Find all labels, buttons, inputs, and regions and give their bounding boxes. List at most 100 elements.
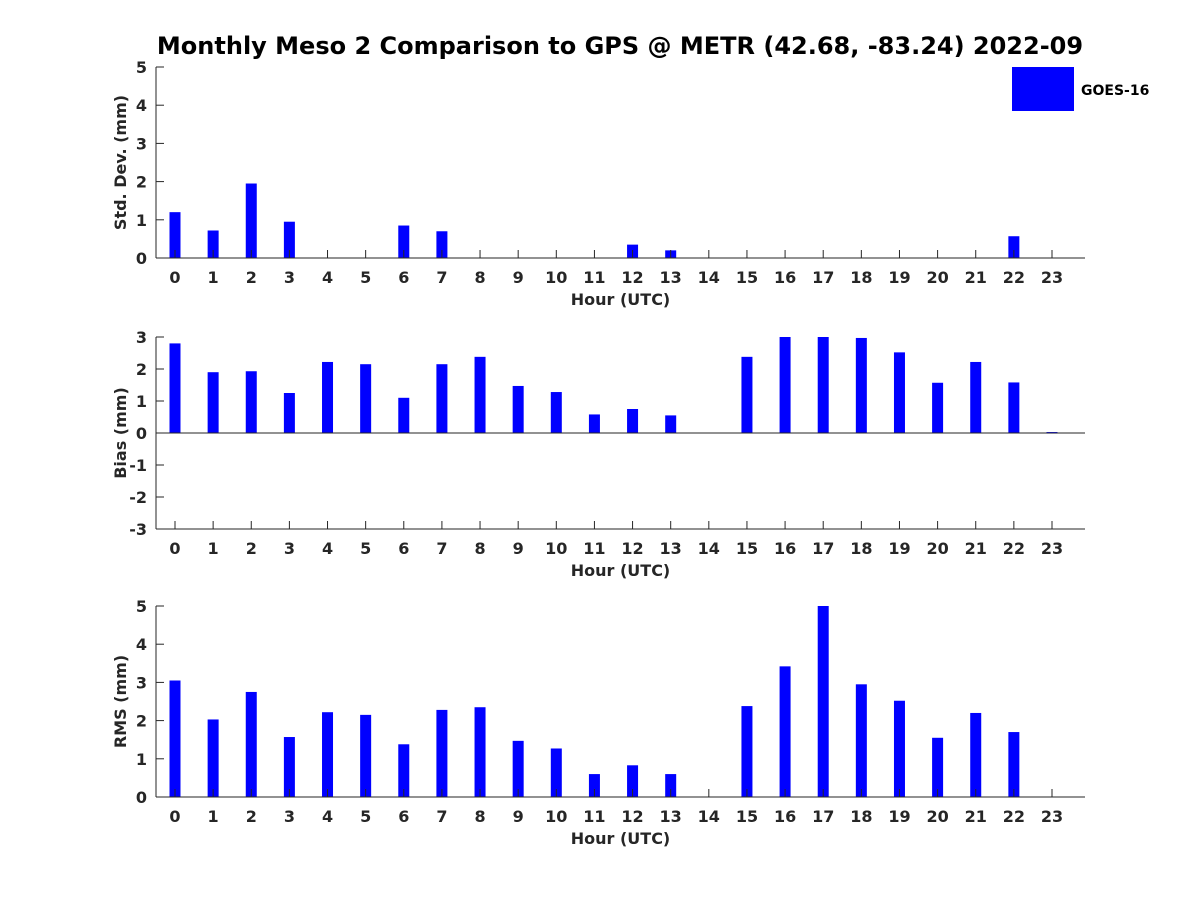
- x-tick-label: 6: [398, 268, 409, 287]
- x-tick-label: 23: [1041, 268, 1063, 287]
- bar-panel1-hour-6: [398, 225, 410, 258]
- legend-label-goes-16: GOES-16: [1081, 83, 1149, 99]
- x-tick-label: 12: [621, 807, 643, 826]
- x-tick-label: 16: [774, 807, 796, 826]
- x-tick-label: 4: [322, 268, 333, 287]
- bar-panel3-hour-20: [932, 737, 944, 797]
- y-tick-label: 2: [136, 712, 147, 731]
- x-tick-label: 19: [888, 539, 910, 558]
- y-tick-label: 2: [136, 173, 147, 192]
- x-tick-label: 15: [736, 807, 758, 826]
- x-tick-label: 8: [474, 268, 485, 287]
- x-tick-label: 6: [398, 807, 409, 826]
- x-axis-label: Hour (UTC): [571, 829, 671, 848]
- bar-panel3-hour-17: [817, 606, 829, 797]
- x-tick-label: 3: [284, 268, 295, 287]
- bar-panel2-hour-6: [398, 397, 410, 433]
- legend-swatch-goes-16: [1012, 67, 1074, 111]
- x-tick-label: 18: [850, 807, 872, 826]
- bar-panel3-hour-22: [1008, 732, 1020, 797]
- bar-panel1-hour-0: [169, 212, 181, 258]
- x-tick-label: 3: [284, 539, 295, 558]
- x-tick-label: 7: [436, 539, 447, 558]
- chart-title: Monthly Meso 2 Comparison to GPS @ METR …: [157, 32, 1083, 60]
- bar-panel3-hour-19: [893, 700, 905, 797]
- x-tick-label: 19: [888, 268, 910, 287]
- x-tick-label: 22: [1003, 268, 1025, 287]
- x-tick-label: 18: [850, 539, 872, 558]
- bar-panel3-hour-6: [398, 744, 410, 797]
- bar-panel3-hour-9: [512, 740, 524, 797]
- y-tick-label: -1: [129, 456, 147, 475]
- x-tick-label: 15: [736, 268, 758, 287]
- x-tick-label: 18: [850, 268, 872, 287]
- x-tick-label: 16: [774, 268, 796, 287]
- bar-panel2-hour-9: [512, 385, 524, 433]
- x-tick-label: 11: [583, 807, 605, 826]
- bar-panel3-hour-4: [322, 712, 334, 797]
- x-tick-label: 17: [812, 539, 834, 558]
- x-tick-label: 15: [736, 539, 758, 558]
- x-tick-label: 11: [583, 539, 605, 558]
- y-tick-label: 1: [136, 211, 147, 230]
- x-tick-label: 1: [208, 807, 219, 826]
- y-tick-label: 1: [136, 750, 147, 769]
- x-tick-label: 20: [926, 807, 948, 826]
- bar-panel2-hour-1: [207, 372, 219, 433]
- y-tick-label: 5: [136, 58, 147, 77]
- bar-panel1-hour-3: [283, 221, 295, 258]
- y-tick-label: 0: [136, 249, 147, 268]
- x-tick-label: 12: [621, 539, 643, 558]
- bar-panel3-hour-10: [550, 748, 562, 797]
- x-tick-label: 5: [360, 268, 371, 287]
- bar-panel1-hour-2: [245, 183, 257, 258]
- bar-panel2-hour-21: [970, 361, 982, 433]
- x-tick-label: 0: [169, 539, 180, 558]
- bar-panel3-hour-12: [627, 765, 639, 797]
- x-tick-label: 1: [208, 268, 219, 287]
- bar-panel3-hour-11: [588, 774, 600, 797]
- x-tick-label: 5: [360, 807, 371, 826]
- y-tick-label: 2: [136, 360, 147, 379]
- bar-panel2-hour-5: [360, 364, 372, 433]
- y-tick-label: 4: [136, 96, 147, 115]
- bar-panel3-hour-7: [436, 709, 448, 797]
- x-axis-label: Hour (UTC): [571, 290, 671, 309]
- y-tick-label: 3: [136, 673, 147, 692]
- bar-panel2-hour-12: [627, 409, 639, 433]
- legend: GOES-16: [1012, 67, 1149, 111]
- y-tick-label: 3: [136, 134, 147, 153]
- x-tick-label: 13: [660, 807, 682, 826]
- x-tick-label: 0: [169, 807, 180, 826]
- x-axis-label: Hour (UTC): [571, 561, 671, 580]
- y-tick-label: 1: [136, 392, 147, 411]
- x-tick-label: 20: [926, 268, 948, 287]
- x-tick-label: 20: [926, 539, 948, 558]
- bar-panel2-hour-17: [817, 337, 829, 433]
- y-tick-label: -3: [129, 520, 147, 539]
- x-tick-label: 13: [660, 539, 682, 558]
- x-tick-label: 23: [1041, 539, 1063, 558]
- x-tick-label: 17: [812, 268, 834, 287]
- y-tick-label: 0: [136, 424, 147, 443]
- x-tick-label: 2: [246, 807, 257, 826]
- x-tick-label: 19: [888, 807, 910, 826]
- bar-panel2-hour-22: [1008, 382, 1020, 433]
- bar-panel3-hour-3: [283, 737, 295, 797]
- y-tick-label: -2: [129, 488, 147, 507]
- bar-panel1-hour-7: [436, 231, 448, 258]
- x-tick-label: 21: [965, 268, 987, 287]
- x-tick-label: 12: [621, 268, 643, 287]
- x-tick-label: 8: [474, 807, 485, 826]
- x-tick-label: 10: [545, 807, 567, 826]
- y-tick-label: 0: [136, 788, 147, 807]
- x-tick-label: 2: [246, 539, 257, 558]
- bar-panel2-hour-16: [779, 337, 791, 433]
- bar-panel2-hour-18: [855, 337, 867, 433]
- x-tick-label: 10: [545, 539, 567, 558]
- bar-panel2-hour-0: [169, 343, 181, 433]
- bar-panel3-hour-16: [779, 666, 791, 797]
- x-tick-label: 8: [474, 539, 485, 558]
